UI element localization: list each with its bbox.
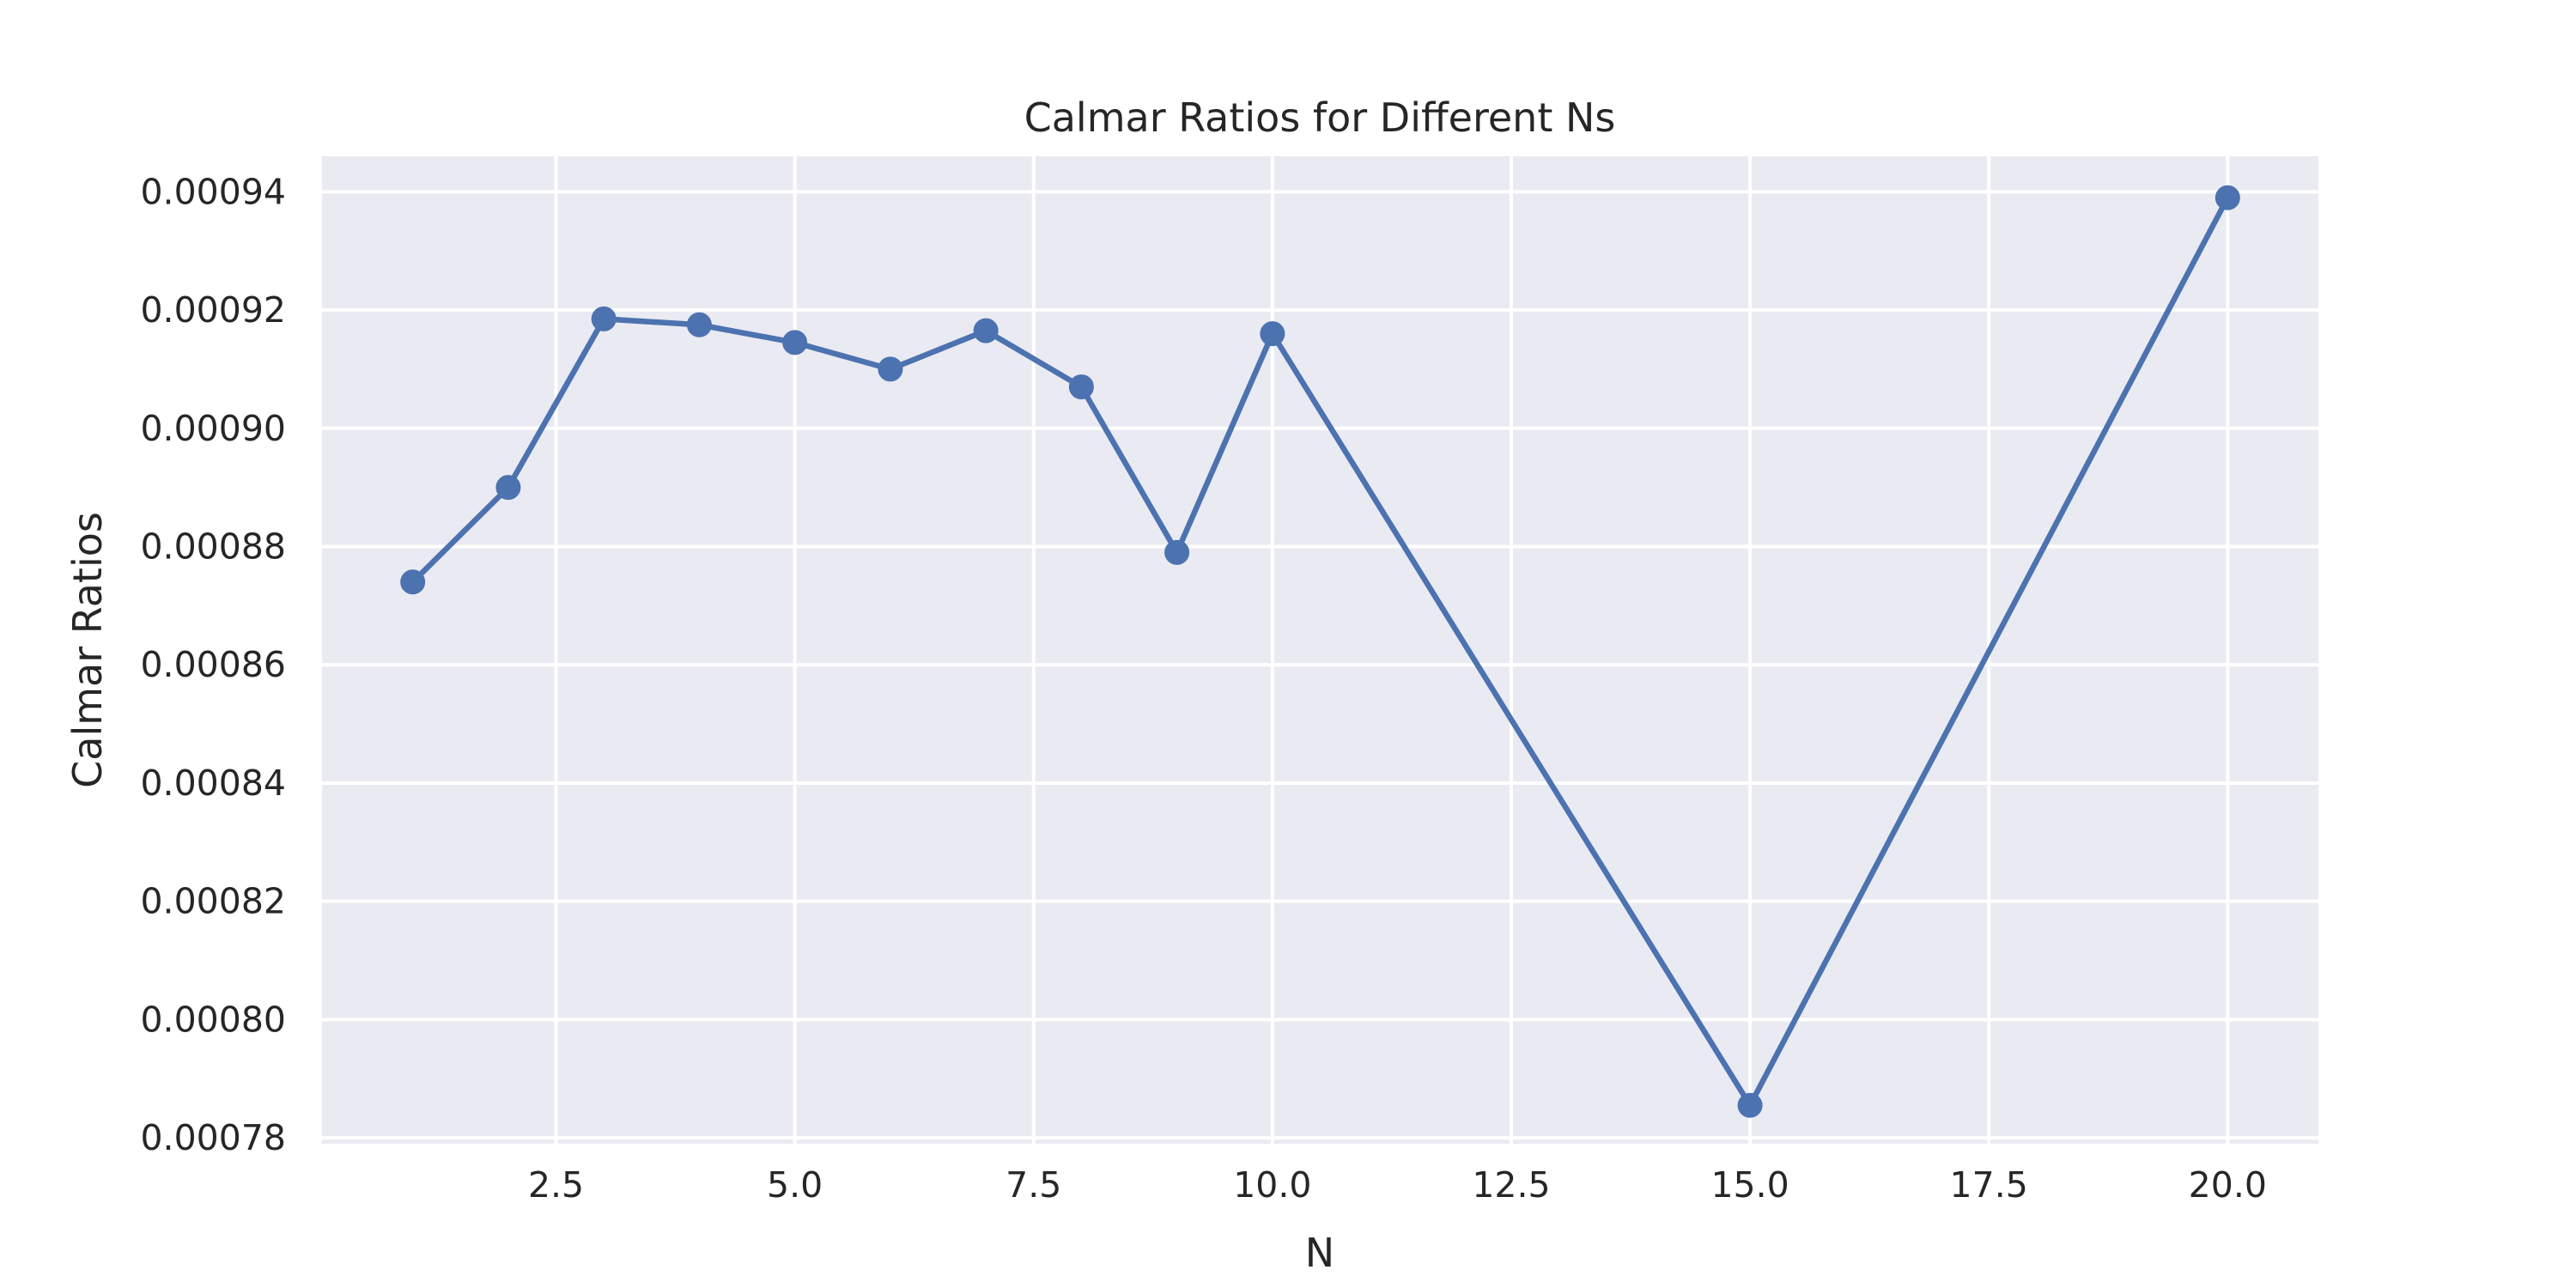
x-tick-label: 17.5	[1950, 1164, 2028, 1206]
y-axis-ticks: 0.00078 0.00080 0.00082 0.00084 0.00086 0.000…	[140, 171, 286, 1158]
data-point	[1737, 1092, 1763, 1118]
x-tick-label: 20.0	[2189, 1164, 2267, 1206]
data-point	[1260, 321, 1285, 347]
data-point	[878, 356, 903, 382]
x-tick-label: 12.5	[1472, 1164, 1550, 1206]
data-point	[782, 330, 808, 355]
data-point	[973, 318, 999, 343]
y-tick-label: 0.00094	[140, 171, 286, 212]
y-tick-label: 0.00088	[140, 526, 286, 567]
x-tick-label: 2.5	[528, 1164, 584, 1206]
x-tick-label: 15.0	[1710, 1164, 1789, 1206]
y-tick-label: 0.00084	[140, 762, 286, 804]
data-point	[2215, 185, 2240, 210]
data-point	[495, 475, 521, 501]
data-point	[591, 306, 617, 331]
y-tick-label: 0.00078	[140, 1117, 286, 1158]
y-tick-label: 0.00080	[140, 999, 286, 1040]
y-tick-label: 0.00086	[140, 644, 286, 685]
y-tick-label: 0.00090	[140, 408, 286, 449]
data-point	[400, 569, 426, 595]
data-point	[686, 312, 712, 337]
data-point	[1068, 374, 1094, 400]
y-tick-label: 0.00082	[140, 881, 286, 922]
x-tick-label: 5.0	[767, 1164, 823, 1206]
x-axis-ticks: 2.5 5.0 7.5 10.0 12.5 15.0 17.5 20.0	[528, 1164, 2267, 1206]
x-tick-label: 7.5	[1005, 1164, 1061, 1206]
y-tick-label: 0.00092	[140, 289, 286, 331]
grid	[322, 156, 2318, 1144]
x-axis-label: N	[1305, 1230, 1334, 1276]
plot-background	[322, 156, 2318, 1144]
chart-title: Calmar Ratios for Different Ns	[1024, 94, 1616, 141]
y-axis-label: Calmar Ratios	[64, 512, 111, 788]
series-layer	[400, 185, 2240, 1118]
data-point	[1164, 539, 1190, 565]
series-line	[410, 194, 2231, 1109]
x-tick-label: 10.0	[1233, 1164, 1311, 1206]
